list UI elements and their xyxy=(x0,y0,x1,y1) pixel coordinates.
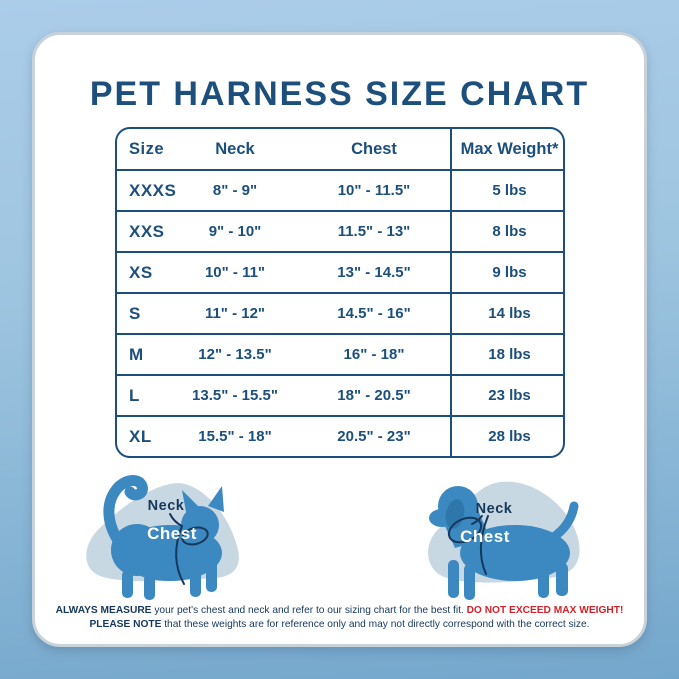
cat-silhouette xyxy=(103,475,224,600)
col-header-neck: Neck xyxy=(215,139,255,158)
cell-chest: 13" - 14.5" xyxy=(337,264,411,281)
dog-chest-measure-line xyxy=(480,515,489,575)
cell-size: XXXS xyxy=(129,180,177,200)
disclaimer-segment: PLEASE NOTE xyxy=(89,619,162,630)
disclaimer-segment: your pet's chest and neck and refer to o… xyxy=(151,605,467,616)
cell-weight: 14 lbs xyxy=(450,294,563,333)
cell-weight: 8 lbs xyxy=(450,212,563,251)
disclaimer-line-2: PLEASE NOTE that these weights are for r… xyxy=(35,618,644,632)
page-title: PET HARNESS SIZE CHART xyxy=(89,75,590,113)
cell-weight: 23 lbs xyxy=(450,376,563,415)
dog-chest-label: Chest xyxy=(460,527,510,546)
disclaimer-line-1: ALWAYS MEASURE your pet's chest and neck… xyxy=(35,604,644,618)
table-row-m: M 12" - 13.5" 16" - 18" 18 lbs xyxy=(117,333,563,374)
cell-weight: 5 lbs xyxy=(450,171,563,210)
cat-neck-pointer-line xyxy=(169,513,183,527)
disclaimer-segment: that these weights are for reference onl… xyxy=(161,619,590,630)
disclaimer-segment: DO NOT EXCEED MAX WEIGHT! xyxy=(466,605,624,616)
cell-size: L xyxy=(129,385,140,405)
cell-neck: 8" - 9" xyxy=(212,182,258,199)
table-body: XXXS 8" - 9" 10" - 11.5" 5 lbs XXS 9" - 10" 11… xyxy=(117,169,563,456)
cell-weight: 28 lbs xyxy=(450,417,563,456)
col-header-chest: Chest xyxy=(351,139,397,158)
table-row-s: S 11" - 12" 14.5" - 16" 14 lbs xyxy=(117,292,563,333)
dog-neck-label: Neck xyxy=(476,501,513,517)
table-row-xxxs: XXXS 8" - 9" 10" - 11.5" 5 lbs xyxy=(117,169,563,210)
cell-chest: 20.5" - 23" xyxy=(337,428,411,445)
col-header-size: Size xyxy=(129,139,165,158)
table-row-xxs: XXS 9" - 10" 11.5" - 13" 8 lbs xyxy=(117,210,563,251)
cell-size: XL xyxy=(129,426,152,446)
cat-neck-measure-loop xyxy=(181,526,209,546)
cell-size: XS xyxy=(129,262,153,282)
cell-size: XXS xyxy=(129,221,165,241)
cell-chest: 18" - 20.5" xyxy=(337,387,411,404)
cell-chest: 16" - 18" xyxy=(343,346,405,363)
cell-size: M xyxy=(129,344,144,364)
cell-size: S xyxy=(129,303,141,323)
size-table: Size Neck Chest Max Weight* XXXS 8" - 9" 1… xyxy=(115,127,565,458)
cell-neck: 9" - 10" xyxy=(208,223,262,240)
cell-weight: 18 lbs xyxy=(450,335,563,374)
disclaimer-segment: ALWAYS MEASURE xyxy=(55,605,152,616)
size-chart-card: PET HARNESS SIZE CHART Size Neck Chest M… xyxy=(32,32,647,647)
cell-neck: 11" - 12" xyxy=(204,305,266,322)
cell-chest: 10" - 11.5" xyxy=(337,182,411,199)
cat-measure-diagram: Neck Chest xyxy=(86,475,239,600)
cat-chest-measure-line xyxy=(175,525,185,585)
table-row-xs: XS 10" - 11" 13" - 14.5" 9 lbs xyxy=(117,251,563,292)
dog-neck-pointer-line xyxy=(471,515,483,525)
disclaimer: ALWAYS MEASURE your pet's chest and neck… xyxy=(35,604,644,632)
dog-measure-diagram: Neck Chest xyxy=(428,481,580,600)
col-header-max-weight: Max Weight* xyxy=(450,129,563,169)
cell-chest: 14.5" - 16" xyxy=(337,305,411,322)
cell-neck: 10" - 11" xyxy=(204,264,266,281)
cell-neck: 15.5" - 18" xyxy=(198,428,272,445)
cell-neck: 12" - 13.5" xyxy=(198,346,272,363)
cat-neck-label: Neck xyxy=(148,498,185,514)
cat-chest-label: Chest xyxy=(147,524,197,543)
cell-weight: 9 lbs xyxy=(450,253,563,292)
table-header-row: Size Neck Chest Max Weight* xyxy=(117,129,563,169)
table-row-xl: XL 15.5" - 18" 20.5" - 23" 28 lbs xyxy=(117,415,563,456)
table-row-l: L 13.5" - 15.5" 18" - 20.5" 23 lbs xyxy=(117,374,563,415)
dog-neck-measure-loop xyxy=(447,516,483,544)
cell-chest: 11.5" - 13" xyxy=(337,223,411,240)
cell-neck: 13.5" - 15.5" xyxy=(192,387,278,404)
